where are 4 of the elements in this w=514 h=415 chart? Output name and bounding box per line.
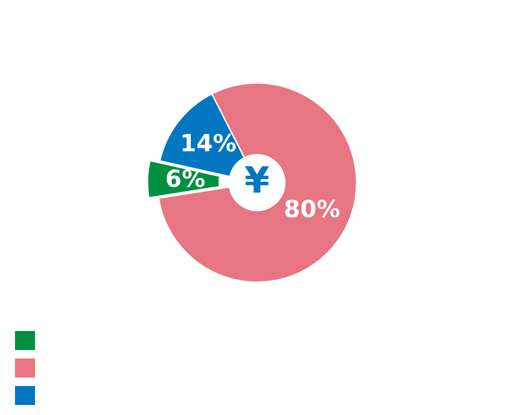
data-label: 6% [166, 169, 205, 188]
data-label: 14% [182, 134, 236, 152]
text: ¥ [244, 166, 270, 193]
data-label: 80% [285, 200, 340, 218]
